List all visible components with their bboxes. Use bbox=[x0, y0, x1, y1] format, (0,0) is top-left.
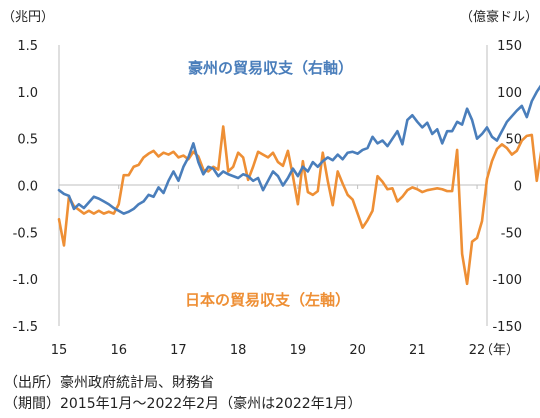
x-tick-label: 20 bbox=[349, 343, 366, 358]
right-tick-label: 0 bbox=[514, 180, 522, 195]
footer-source: （出所）豪州政府統計局、財務省 bbox=[4, 375, 214, 391]
left-tick-label: 1.0 bbox=[17, 86, 38, 101]
footer-period: （期間）2015年1月～2022年2月（豪州は2022年1月） bbox=[4, 396, 362, 412]
left-axis-unit: （兆円） bbox=[2, 10, 54, 25]
left-tick-label: -0.5 bbox=[13, 226, 38, 241]
right-tick-label: -50 bbox=[501, 226, 522, 241]
series-line-japan bbox=[57, 125, 540, 286]
left-tick-label: -1.0 bbox=[13, 273, 38, 288]
left-tick-label: 0.5 bbox=[17, 133, 38, 148]
x-tick-label: 15 bbox=[51, 343, 68, 358]
right-tick-label: -100 bbox=[492, 273, 522, 288]
x-axis-unit: （年） bbox=[480, 343, 519, 358]
right-axis-unit: （億豪ドル） bbox=[460, 9, 538, 25]
right-tick-label: 150 bbox=[497, 39, 522, 54]
x-tick-label: 22 bbox=[469, 343, 486, 358]
series-label-australia: 豪州の貿易収支（右軸） bbox=[188, 59, 353, 77]
x-tick-label: 16 bbox=[110, 343, 127, 358]
x-tick-label: 17 bbox=[170, 343, 187, 358]
series-line-australia bbox=[57, 84, 540, 215]
right-tick-label: -150 bbox=[492, 320, 522, 335]
series-label-japan: 日本の貿易収支（左軸） bbox=[185, 291, 350, 309]
right-tick-label: 50 bbox=[505, 133, 522, 148]
left-tick-label: 0.0 bbox=[17, 180, 38, 195]
left-tick-label: -1.5 bbox=[13, 320, 38, 335]
right-tick-label: 100 bbox=[497, 86, 522, 101]
x-tick-label: 18 bbox=[230, 343, 247, 358]
x-tick-label: 21 bbox=[409, 343, 426, 358]
x-tick-label: 19 bbox=[290, 343, 307, 358]
left-tick-label: 1.5 bbox=[17, 39, 38, 54]
